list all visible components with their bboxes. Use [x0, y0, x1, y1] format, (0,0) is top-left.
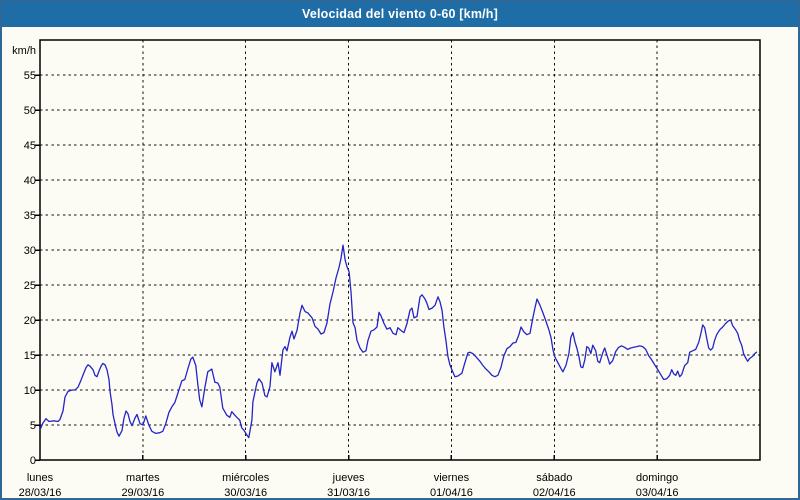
- x-day-label: lunes: [27, 472, 54, 484]
- series-group: [39, 244, 758, 439]
- y-tick-label: 15: [24, 350, 36, 362]
- y-tick-label: 45: [24, 140, 36, 152]
- y-tick-label: 0: [30, 455, 36, 467]
- chart-area: km/h 0 5 10 15 20 25 30 35 40 45 50 55 lunes 28/03/16…: [2, 27, 798, 498]
- x-date-label: 28/03/16: [19, 487, 62, 498]
- y-tick-label: 25: [24, 280, 36, 292]
- x-date-label: 03/04/16: [636, 487, 679, 498]
- y-tick-label: 55: [24, 70, 36, 82]
- label-group: km/h 0 5 10 15 20 25 30 35 40 45 50 55 lunes 28/03/16…: [12, 45, 678, 498]
- wind-speed-chart: km/h 0 5 10 15 20 25 30 35 40 45 50 55 lunes 28/03/16…: [12, 39, 761, 498]
- x-day-label: martes: [126, 472, 160, 484]
- x-date-label: 31/03/16: [327, 487, 370, 498]
- x-day-label: viernes: [434, 472, 470, 484]
- chart-title: Velocidad del viento 0-60 [km/h]: [301, 7, 499, 21]
- grid-group: [40, 40, 760, 460]
- x-day-label: jueves: [332, 472, 365, 484]
- x-day-label: sábado: [536, 472, 572, 484]
- y-tick-label: 5: [30, 420, 36, 432]
- y-tick-label: 20: [24, 315, 36, 327]
- x-day-label: domingo: [636, 472, 678, 484]
- y-tick-label: 35: [24, 210, 36, 222]
- y-tick-label: 40: [24, 175, 36, 187]
- y-tick-label: 50: [24, 105, 36, 117]
- chart-title-bar: Velocidad del viento 0-60 [km/h]: [2, 2, 798, 27]
- x-date-label: 01/04/16: [430, 487, 473, 498]
- tick-group: [35, 74, 658, 461]
- x-day-label: miércoles: [222, 472, 270, 484]
- wind-speed-line: [39, 244, 758, 439]
- plot-frame: [39, 39, 761, 461]
- y-axis-unit-label: km/h: [12, 45, 36, 57]
- x-date-label: 29/03/16: [121, 487, 164, 498]
- x-date-label: 30/03/16: [224, 487, 267, 498]
- y-tick-label: 30: [24, 245, 36, 257]
- y-tick-label: 10: [24, 385, 36, 397]
- x-date-label: 02/04/16: [533, 487, 576, 498]
